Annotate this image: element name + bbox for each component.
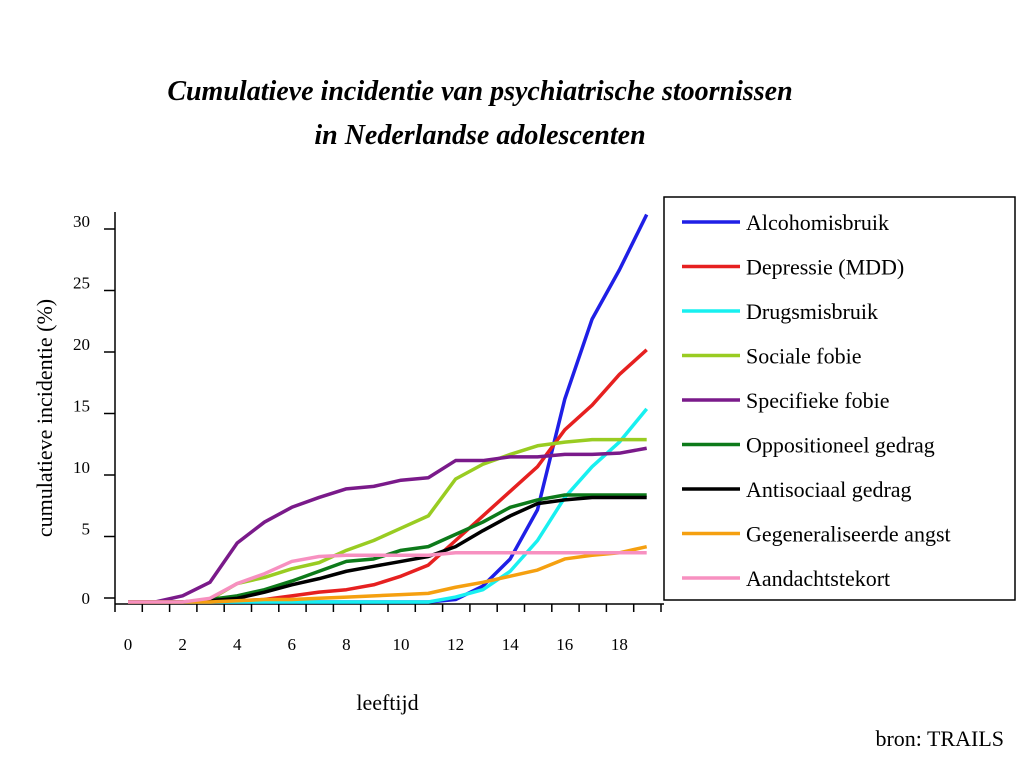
- x-tick-label: 18: [611, 635, 628, 654]
- series-line-5: [128, 446, 648, 604]
- series-line-8: [128, 544, 648, 604]
- legend-label: Gegeneraliseerde angst: [746, 522, 951, 547]
- y-tick-label: 10: [73, 458, 90, 477]
- x-axis-label: leeftijd: [356, 690, 419, 715]
- x-tick-label: 12: [447, 635, 464, 654]
- legend-label: Antisociaal gedrag: [746, 477, 912, 502]
- y-tick-label: 30: [73, 212, 90, 231]
- legend-label: Depressie (MDD): [746, 255, 904, 280]
- legend-label: Sociale fobie: [746, 344, 861, 369]
- series-line-9: [128, 551, 647, 604]
- y-tick-label: 15: [73, 397, 90, 416]
- x-tick-label: 6: [288, 635, 297, 654]
- legend-label: Specifieke fobie: [746, 388, 890, 413]
- x-tick-label: 10: [393, 635, 410, 654]
- series-line-7: [128, 495, 647, 604]
- legend-label: Aandachtstekort: [746, 566, 890, 591]
- chart-subtitle: in Nederlandse adolescenten: [314, 120, 646, 151]
- x-tick-label: 2: [178, 635, 187, 654]
- y-axis-label: cumulatieve incidentie (%): [32, 299, 57, 537]
- y-tick-label: 20: [73, 335, 90, 354]
- x-tick-label: 4: [233, 635, 242, 654]
- y-tick-label: 0: [82, 589, 91, 608]
- y-tick-label: 25: [73, 274, 90, 293]
- series-line-1: [128, 213, 649, 604]
- chart-title-line1: Cumulatieve incidentie van psychiatrisch…: [167, 76, 793, 107]
- legend-label: Drugsmisbruik: [746, 299, 878, 324]
- series-line-3: [128, 407, 649, 604]
- legend-label: Alcohomisbruik: [746, 210, 889, 235]
- x-tick-label: 8: [342, 635, 351, 654]
- series-line-4: [128, 437, 647, 604]
- chart-title: Cumulatieve incidentie van psychiatrisch…: [0, 70, 960, 158]
- x-tick-label: 14: [502, 635, 520, 654]
- x-tick-label: 0: [124, 635, 133, 654]
- source-note: bron: TRAILS: [875, 726, 1004, 751]
- x-tick-label: 16: [556, 635, 573, 654]
- y-tick-label: 5: [82, 520, 91, 539]
- legend-label: Oppositioneel gedrag: [746, 433, 935, 458]
